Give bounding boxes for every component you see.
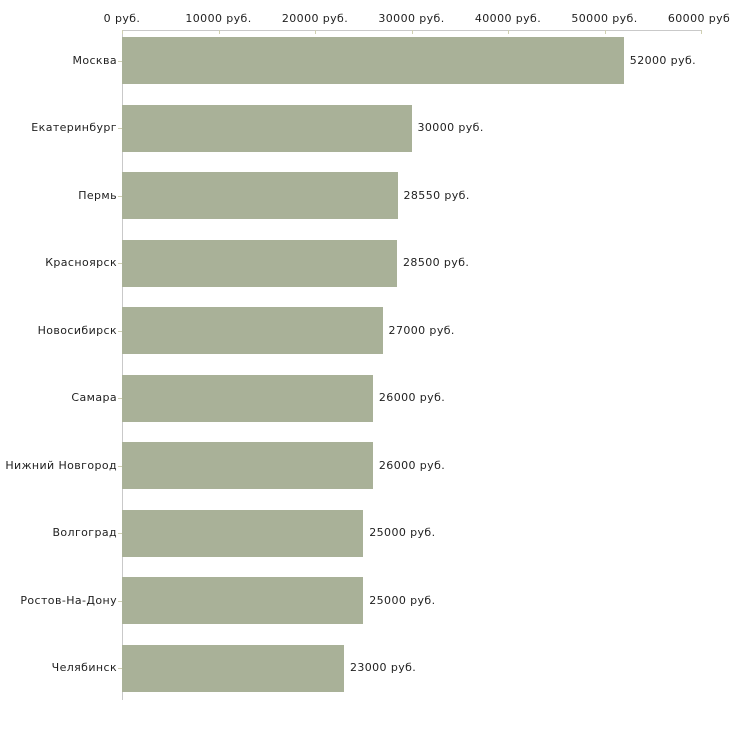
value-label: 30000 руб. [417, 121, 484, 134]
x-axis-tick-label: 50000 руб. [571, 12, 638, 25]
value-label: 26000 руб. [378, 391, 446, 404]
category-label: Екатеринбург [31, 121, 117, 134]
bar-8 [122, 509, 364, 557]
x-axis-tick-label: 30000 руб. [378, 12, 445, 25]
category-label: Ростов-На-Дону [20, 593, 117, 607]
y-axis-line [122, 30, 123, 700]
x-axis-tick [122, 30, 123, 34]
category-label: Москва [72, 53, 117, 67]
category-label: Самара [71, 391, 117, 404]
x-axis-tick [315, 30, 316, 34]
category-label: Волгоград [52, 526, 117, 539]
x-axis-tick-label: 60000 руб. [667, 12, 730, 25]
category-label: Челябинск [51, 661, 117, 674]
value-label: 27000 руб. [388, 323, 455, 337]
value-label: 26000 руб. [378, 458, 446, 472]
value-label: 52000 руб. [629, 53, 697, 67]
value-label: 28550 руб. [403, 188, 470, 202]
y-axis-tick [118, 263, 122, 264]
bar-7 [122, 442, 373, 489]
value-label: 28500 руб. [403, 256, 470, 269]
y-axis-tick [118, 668, 122, 669]
x-axis-tick [508, 30, 509, 34]
y-axis-tick [118, 533, 122, 534]
x-axis-tick [218, 30, 220, 34]
bar-6 [122, 374, 373, 422]
x-axis-tick [701, 30, 702, 34]
x-axis-tick-label: 10000 руб. [185, 12, 252, 25]
bar-1 [122, 37, 624, 84]
x-axis-tick [411, 30, 413, 34]
bar-4 [122, 239, 398, 287]
category-label: Красноярск [45, 256, 117, 269]
bar-2 [122, 104, 412, 152]
bar-3 [122, 172, 398, 219]
y-axis-tick [118, 128, 122, 129]
value-label: 25000 руб. [369, 593, 436, 607]
x-axis-tick-label: 40000 руб. [474, 12, 542, 25]
y-axis-tick [118, 195, 122, 197]
x-axis-tick-label: 20000 руб. [281, 12, 349, 25]
x-axis-tick [604, 30, 606, 34]
y-axis-tick [118, 600, 122, 602]
value-label: 23000 руб. [349, 661, 417, 674]
y-axis-tick [118, 330, 122, 332]
bar-5 [122, 307, 383, 354]
value-label: 25000 руб. [369, 526, 436, 539]
bar-10 [122, 644, 344, 692]
y-axis-tick [118, 398, 122, 399]
x-axis-tick-label: 0 руб. [103, 12, 141, 25]
y-axis-tick [118, 60, 122, 62]
category-label: Пермь [78, 188, 117, 202]
category-label: Нижний Новгород [5, 458, 117, 472]
y-axis-tick [118, 465, 122, 467]
bar-9 [122, 577, 364, 624]
category-label: Новосибирск [37, 323, 117, 337]
